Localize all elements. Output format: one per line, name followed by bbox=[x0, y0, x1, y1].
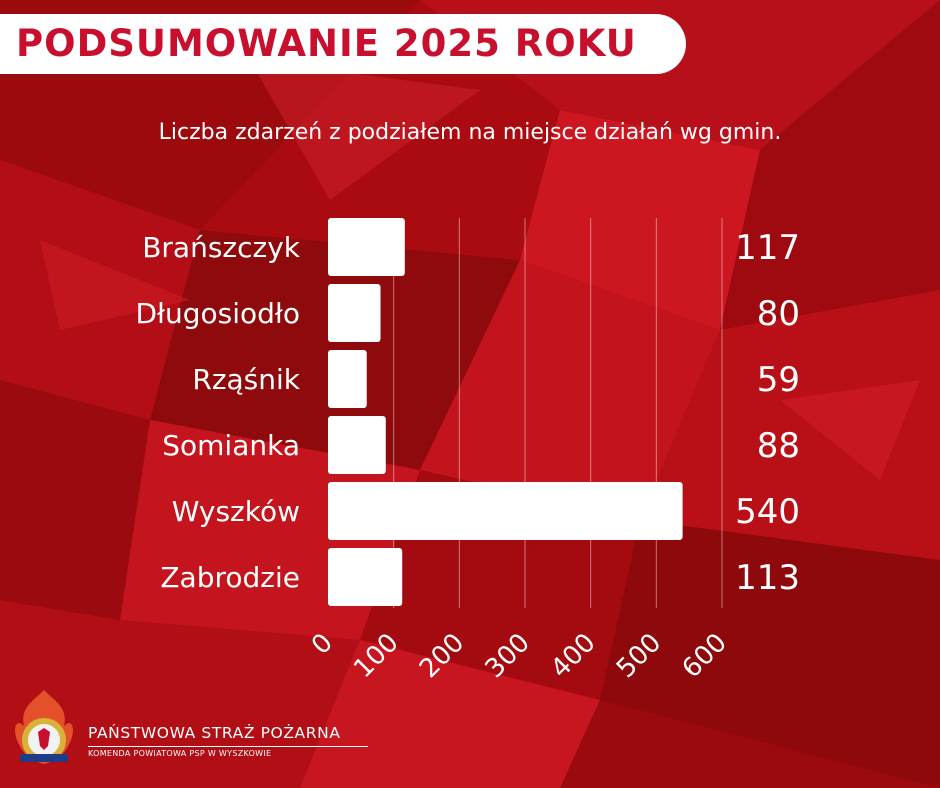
category-label: Rząśnik bbox=[192, 363, 300, 396]
x-tick-label: 500 bbox=[611, 628, 667, 684]
footer: PAŃSTWOWA STRAŻ POŻARNA KOMENDA POWIATOW… bbox=[8, 684, 408, 784]
x-tick-label: 200 bbox=[414, 628, 470, 684]
bar bbox=[328, 416, 386, 474]
value-label: 88 bbox=[757, 426, 800, 466]
value-label: 117 bbox=[735, 228, 800, 268]
x-tick-label: 600 bbox=[677, 628, 733, 684]
category-label: Zabrodzie bbox=[160, 561, 300, 594]
bar bbox=[328, 548, 403, 606]
value-label: 540 bbox=[735, 492, 800, 532]
title-banner: PODSUMOWANIE 2025 ROKU bbox=[0, 14, 686, 74]
x-tick-label: 400 bbox=[545, 628, 601, 684]
bar bbox=[328, 284, 381, 342]
x-tick-label: 0 bbox=[306, 628, 339, 661]
chart-title: Liczba zdarzeń z podziałem na miejsce dz… bbox=[158, 120, 782, 145]
bar bbox=[328, 350, 367, 408]
bar bbox=[328, 218, 405, 276]
value-label: 113 bbox=[735, 558, 800, 598]
category-label: Somianka bbox=[162, 429, 300, 462]
org-subtitle: KOMENDA POWIATOWA PSP W WYSZKOWIE bbox=[88, 749, 272, 758]
value-label: 80 bbox=[757, 294, 800, 334]
bar bbox=[328, 482, 683, 540]
category-label: Brańszczyk bbox=[142, 231, 301, 264]
org-name: PAŃSTWOWA STRAŻ POŻARNA bbox=[88, 724, 341, 742]
page-title: PODSUMOWANIE 2025 ROKU bbox=[16, 22, 637, 65]
x-tick-label: 300 bbox=[480, 628, 536, 684]
value-label: 59 bbox=[757, 360, 800, 400]
category-label: Wyszków bbox=[172, 495, 300, 528]
psp-emblem-icon bbox=[15, 690, 73, 764]
category-label: Długosiodło bbox=[135, 297, 300, 330]
org-divider bbox=[88, 746, 368, 747]
x-tick-label: 100 bbox=[348, 628, 404, 684]
